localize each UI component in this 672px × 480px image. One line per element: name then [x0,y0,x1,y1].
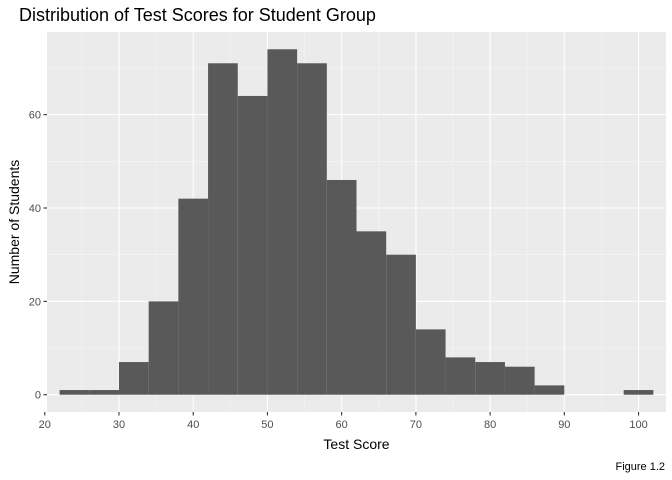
histogram-bar [623,390,654,395]
y-axis-title: Number of Students [6,160,22,285]
y-tick-label: 40 [29,203,41,215]
x-tick-label: 100 [629,419,647,431]
y-tick-label: 60 [29,110,41,122]
x-axis: 20 30 40 50 60 70 80 90 100 [39,412,648,431]
histogram-bar [208,63,238,395]
histogram-bar [356,231,387,395]
histogram-bar [326,179,357,395]
x-axis-title: Test Score [323,436,389,452]
x-tick-label: 60 [336,419,348,431]
x-tick-label: 30 [113,419,125,431]
chart-title: Distribution of Test Scores for Student … [19,5,376,25]
histogram-bar [237,95,268,395]
x-tick-label: 20 [39,419,51,431]
histogram-bar [148,301,179,395]
figure-caption: Figure 1.2 [615,461,665,473]
histogram-bar [504,366,535,395]
histogram-bar [386,254,416,395]
y-tick-label: 20 [29,296,41,308]
x-tick-label: 80 [484,419,496,431]
x-tick-label: 40 [187,419,199,431]
histogram-bar [178,198,209,395]
x-tick-label: 50 [261,419,273,431]
y-tick-label: 0 [35,390,41,402]
histogram-bar [475,362,505,395]
histogram-bar [415,329,446,395]
histogram-bar [89,390,119,395]
histogram-bar [297,63,327,395]
histogram-bar [59,390,90,395]
histogram-bars [59,49,654,395]
y-axis: 0 20 40 60 [29,110,47,402]
histogram-bar [534,385,565,395]
x-tick-label: 90 [558,419,570,431]
histogram-bar [118,362,149,395]
x-tick-label: 70 [410,419,422,431]
histogram-bar [445,357,476,395]
histogram-bar [267,49,298,395]
